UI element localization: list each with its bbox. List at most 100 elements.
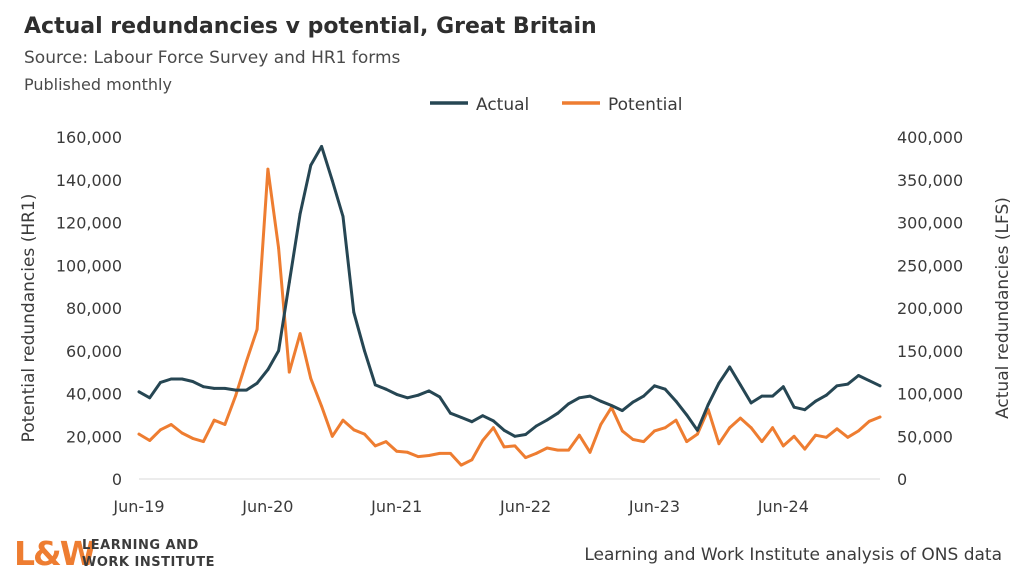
actual-point (363, 349, 366, 353)
actual-point (255, 381, 259, 385)
actual-point (663, 387, 667, 391)
actual-point (384, 387, 388, 391)
potential-point (824, 435, 828, 439)
series-layer (137, 144, 882, 467)
potential-point (696, 432, 699, 436)
potential-point (245, 360, 248, 363)
learning-and-work-logo: L&W LEARNING AND WORK INSTITUTE (14, 534, 254, 574)
actual-point (212, 387, 216, 390)
actual-point (685, 413, 689, 417)
left-tick-label: 100,000 (56, 256, 122, 275)
actual-point (266, 368, 270, 371)
actual-point (287, 281, 291, 284)
actual-point (545, 418, 549, 422)
right-tick-label: 50,000 (897, 427, 953, 446)
potential-point (792, 434, 796, 438)
left-tick-label: 120,000 (56, 214, 122, 233)
actual-point (857, 374, 860, 377)
potential-point (191, 437, 195, 440)
potential-point (577, 433, 581, 437)
potential-point (803, 447, 807, 451)
right-tick-label: 100,000 (897, 385, 963, 404)
actual-point (449, 411, 452, 415)
actual-point (159, 381, 162, 384)
logo-mark: L&W (14, 534, 96, 573)
x-tick-label: Jun-21 (370, 497, 422, 516)
potential-point (749, 426, 753, 430)
left-tick-label: 0 (112, 470, 122, 489)
potential-point (449, 452, 452, 455)
actual-point (406, 396, 409, 400)
actual-point (642, 394, 646, 398)
actual-point (588, 394, 592, 398)
potential-point (674, 418, 678, 422)
potential-point (631, 438, 635, 441)
series-line-potential (137, 167, 882, 467)
actual-point (309, 163, 313, 167)
actual-point (330, 179, 334, 183)
potential-point (202, 440, 205, 443)
potential-point (406, 450, 409, 454)
potential-point (287, 370, 291, 374)
potential-point (599, 423, 603, 426)
actual-point (191, 380, 195, 383)
potential-point (878, 415, 882, 419)
potential-point (867, 419, 871, 423)
actual-point (867, 379, 871, 383)
actual-point (577, 396, 581, 400)
potential-point (320, 404, 323, 408)
potential-point (771, 426, 774, 430)
potential-point (814, 433, 817, 437)
x-tick-label: Jun-24 (757, 497, 809, 516)
actual-point (438, 395, 442, 399)
right-tick-label: 150,000 (897, 342, 963, 361)
potential-point (212, 418, 216, 422)
potential-point (137, 432, 141, 436)
potential-point (169, 423, 173, 426)
potential-point (459, 463, 463, 467)
actual-point (234, 388, 238, 392)
actual-point (341, 215, 345, 218)
x-tick-label: Jun-23 (628, 497, 680, 516)
left-tick-label: 160,000 (56, 128, 122, 147)
legend-label-potential: Potential (608, 95, 682, 115)
right-tick-label: 400,000 (897, 128, 963, 147)
actual-point (599, 399, 603, 403)
potential-point (234, 394, 238, 397)
actual-point (481, 414, 485, 418)
potential-point (534, 452, 538, 455)
potential-point (760, 440, 764, 443)
actual-point (148, 396, 152, 400)
potential-point (653, 429, 656, 433)
potential-point (481, 439, 485, 442)
right-tick-label: 350,000 (897, 171, 963, 190)
logo-line-2: WORK INSTITUTE (82, 555, 215, 570)
right-tick-label: 250,000 (897, 256, 963, 275)
left-tick-label: 40,000 (66, 385, 122, 404)
actual-point (427, 389, 431, 393)
actual-point (320, 145, 323, 148)
actual-point (169, 377, 173, 381)
chart-subtitle: Source: Labour Force Survey and HR1 form… (24, 48, 401, 68)
potential-point (341, 418, 345, 422)
potential-point (513, 444, 517, 448)
potential-point (620, 429, 624, 433)
actual-point (223, 387, 227, 390)
potential-point (857, 429, 860, 433)
potential-point (588, 450, 592, 454)
potential-point (545, 446, 549, 450)
actual-point (814, 399, 817, 403)
chart-title: Actual redundancies v potential, Great B… (24, 14, 597, 39)
left-axis-ticks: 0 20,000 40,000 60,000 80,000 100,000 120,000 1… (56, 128, 122, 489)
actual-point (373, 383, 377, 387)
actual-point (416, 393, 420, 397)
right-axis-title: Actual redundancies (LFS) (993, 197, 1013, 419)
potential-point (395, 449, 399, 453)
chart-legend: Actual Potential (430, 95, 682, 115)
actual-point (760, 394, 764, 398)
potential-point (781, 444, 785, 448)
x-tick-label: Jun-22 (499, 497, 551, 516)
potential-point (180, 431, 184, 435)
x-tick-label: Jun-20 (241, 497, 293, 516)
